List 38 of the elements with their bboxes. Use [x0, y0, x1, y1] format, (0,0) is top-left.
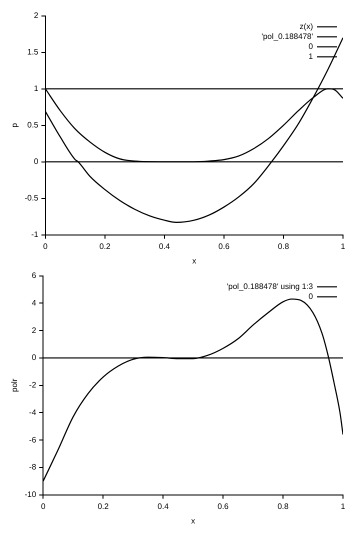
y-tick-label: 4 — [32, 298, 37, 308]
legend-label: 0 — [308, 42, 314, 52]
legend-label: 'pol_0.188478' using 1:3 — [226, 282, 314, 292]
y-axis-title: p — [10, 122, 20, 128]
y-tick-label: 6 — [32, 271, 37, 280]
x-axis-title: x — [192, 256, 196, 266]
y-tick-label: 0 — [32, 353, 37, 362]
y-tick-label: 0 — [34, 157, 39, 166]
x-tick-label: 0.4 — [158, 502, 170, 511]
y-tick-label: -10 — [24, 490, 37, 500]
y-tick-label: 0.5 — [27, 120, 39, 130]
legend-label: 0 — [308, 292, 314, 302]
y-tick-label: 1.5 — [27, 48, 39, 57]
legend-label: 'pol_0.188478' — [261, 32, 314, 42]
y-tick-label: -4 — [29, 408, 37, 417]
y-tick-label: 2 — [34, 11, 39, 20]
x-tick-label: 1 — [340, 242, 346, 251]
x-tick-label: 0.6 — [218, 242, 230, 251]
legend-label: 1 — [308, 52, 314, 62]
y-axis-title: polr — [10, 378, 20, 392]
y-tick-label: 1 — [34, 84, 39, 94]
y-tick-label: -0.5 — [24, 194, 39, 203]
x-tick-label: 0.2 — [98, 502, 110, 511]
y-tick-label: -8 — [29, 462, 37, 472]
x-tick-label: 0 — [40, 502, 46, 511]
x-tick-label: 0.2 — [99, 242, 112, 251]
x-tick-label: 1 — [340, 502, 346, 511]
x-tick-label: 0.6 — [218, 502, 230, 511]
x-axis-title: x — [191, 516, 196, 526]
x-tick-label: 0 — [43, 242, 48, 251]
y-tick-label: -2 — [29, 380, 37, 390]
x-tick-label: 0.8 — [277, 502, 290, 511]
y-tick-label: -1 — [31, 230, 39, 240]
y-tick-label: -6 — [29, 435, 37, 444]
y-tick-label: 2 — [32, 326, 37, 335]
x-tick-label: 0.8 — [278, 242, 290, 251]
legend-label: z(x) — [300, 22, 314, 32]
x-tick-label: 0.4 — [158, 242, 171, 251]
